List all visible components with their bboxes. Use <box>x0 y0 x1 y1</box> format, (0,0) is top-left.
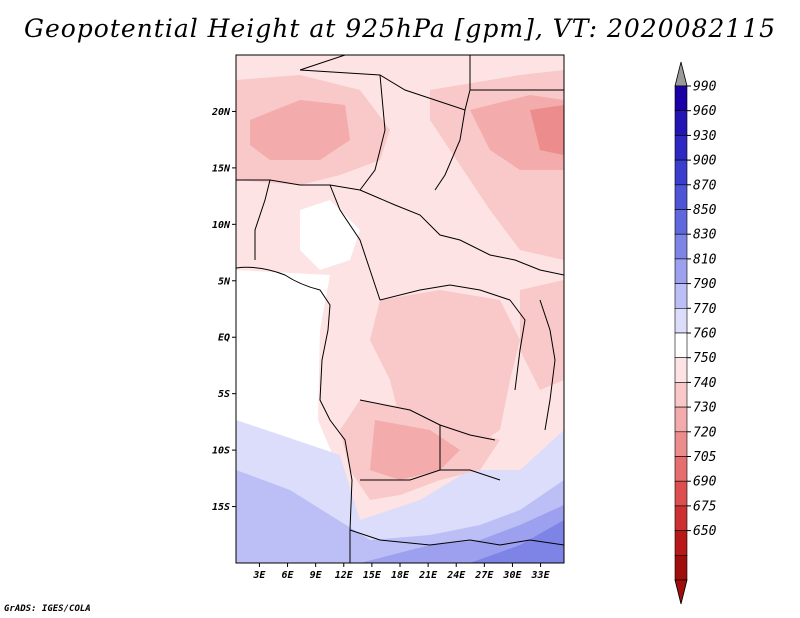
footer-credit: GrADS: IGES/COLA <box>4 604 91 614</box>
colorbar-label: 960 <box>693 104 717 119</box>
country-border <box>236 266 353 563</box>
x-tick-label: 30E <box>502 570 522 581</box>
x-tick-label: 9E <box>310 570 323 581</box>
colorbar-label: 650 <box>693 524 717 539</box>
x-tick-label: 6E <box>282 570 295 581</box>
colorbar-label: 790 <box>693 277 717 292</box>
colorbar-swatch <box>674 382 688 408</box>
country-border <box>236 179 361 191</box>
colorbar-swatch <box>674 554 688 581</box>
x-tick-label: 18E <box>391 570 410 581</box>
colorbar: 990 960 930 900 870 850 830 810 790 770 760 750 740 7… <box>674 61 717 605</box>
colorbar-swatch <box>674 480 688 507</box>
colorbar-swatch <box>674 258 688 284</box>
y-tick-label: 20N <box>211 107 231 118</box>
field-angola-core <box>370 420 460 480</box>
chart-title: Geopotential Height at 925hPa [gpm], VT:… <box>23 14 777 43</box>
colorbar-label: 870 <box>693 178 717 193</box>
colorbar-label: 750 <box>693 351 717 366</box>
colorbar-label: 850 <box>693 203 717 218</box>
x-tick-label: 12E <box>335 570 354 581</box>
map-area <box>236 55 564 563</box>
colorbar-label: 830 <box>693 228 717 243</box>
colorbar-swatch <box>674 505 688 531</box>
x-tick-label: 15E <box>363 570 382 581</box>
country-border <box>254 179 271 260</box>
country-border <box>359 74 386 191</box>
country-border <box>360 469 501 481</box>
field-northeast-low <box>530 105 564 155</box>
x-tick-label: 3E <box>252 570 266 581</box>
y-tick-label: EQ <box>218 333 230 344</box>
colorbar-swatch <box>674 431 688 457</box>
colorbar-label: 990 <box>693 80 717 95</box>
colorbar-label: 720 <box>693 425 717 440</box>
colorbar-swatch <box>674 530 688 556</box>
colorbar-swatch <box>674 357 688 383</box>
colorbar-label: 675 <box>693 499 717 514</box>
colorbar-swatch <box>674 332 688 359</box>
field-east <box>520 280 564 390</box>
colorbar-swatch <box>674 85 688 112</box>
colorbar-swatch <box>674 406 688 433</box>
country-border <box>299 55 346 71</box>
colorbar-swatch <box>674 233 688 260</box>
colorbar-swatch <box>674 456 688 482</box>
colorbar-swatch <box>674 135 688 161</box>
y-tick-label: 15N <box>212 163 231 174</box>
x-tick-label: 21E <box>418 570 438 581</box>
colorbar-swatch <box>674 159 688 186</box>
colorbar-swatch <box>674 283 688 309</box>
country-border <box>299 55 471 111</box>
y-tick-label: 5N <box>218 276 231 287</box>
colorbar-label: 900 <box>693 154 717 169</box>
field-south-4 <box>470 520 564 563</box>
colorbar-label: 770 <box>693 302 717 317</box>
country-border <box>379 284 526 391</box>
y-tick-label: 15S <box>212 502 230 513</box>
colorbar-swatch <box>674 184 688 210</box>
country-border <box>359 189 564 276</box>
y-tick-label: 10N <box>212 220 231 231</box>
country-border <box>539 299 556 431</box>
colorbar-label: 760 <box>693 327 717 342</box>
country-border <box>349 529 564 546</box>
field-north-core <box>250 100 350 160</box>
x-tick-label: 24E <box>446 570 466 581</box>
x-tick-label: 33E <box>531 570 551 581</box>
y-tick-label: 10S <box>212 446 230 457</box>
x-tick-label: 27E <box>474 570 494 581</box>
y-axis: 20N 15N 10N 5N EQ 5S 10S 15S <box>211 107 236 513</box>
colorbar-label: 810 <box>693 252 717 267</box>
y-tick-label: 5S <box>218 389 230 400</box>
country-border <box>434 109 466 191</box>
colorbar-swatch <box>674 209 688 235</box>
colorbar-swatch <box>674 307 688 334</box>
colorbar-label: 690 <box>693 475 717 490</box>
x-axis: 3E 6E 9E 12E 15E 18E 21E 24E 27E 30E 33E <box>252 563 551 581</box>
colorbar-label: 930 <box>693 129 717 144</box>
colorbar-label: 730 <box>693 401 717 416</box>
colorbar-label: 740 <box>693 376 717 391</box>
colorbar-extend-bottom <box>674 579 688 605</box>
country-border <box>329 184 381 301</box>
colorbar-swatch <box>674 110 688 136</box>
colorbar-label: 705 <box>693 450 717 465</box>
colorbar-extend-top <box>674 61 688 87</box>
